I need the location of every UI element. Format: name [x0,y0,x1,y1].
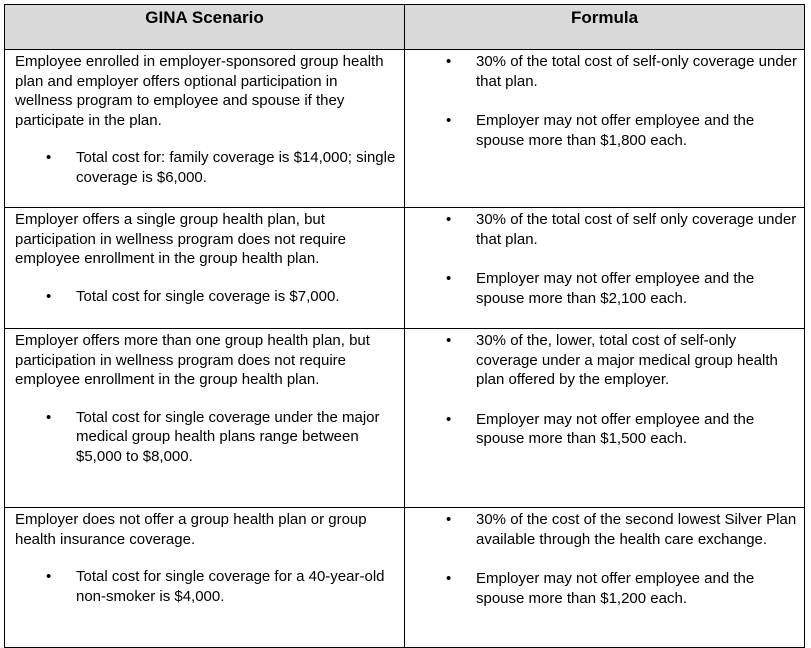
scenario-text: Employee enrolled in employer-sponsored … [15,53,384,129]
table-header-row: GINA Scenario Formula [4,4,805,50]
formula-cell: 30% of the cost of the second lowest Sil… [404,507,805,648]
scenario-text: Employer does not offer a group health p… [15,511,367,548]
table-row: Employer does not offer a group health p… [4,507,805,648]
formula-cell: 30% of the total cost of self-only cover… [404,49,805,208]
header-gina-scenario: GINA Scenario [4,4,405,50]
scenario-text: Employer offers more than one group heal… [15,332,370,388]
formula-bullet: 30% of the, lower, total cost of self-on… [415,331,798,390]
scenario-cell: Employee enrolled in employer-sponsored … [4,49,405,208]
gina-table-page: GINA Scenario Formula Employee enrolled … [4,4,805,648]
formula-bullet: Employer may not offer employee and the … [415,569,798,608]
formula-cell: 30% of the total cost of self only cover… [404,207,805,329]
gina-scenario-table: GINA Scenario Formula Employee enrolled … [4,4,805,648]
formula-cell: 30% of the, lower, total cost of self-on… [404,328,805,508]
formula-bullet: 30% of the total cost of self only cover… [415,210,798,249]
table-row: Employer offers more than one group heal… [4,328,805,508]
formula-bullet: 30% of the cost of the second lowest Sil… [415,510,798,549]
header-formula: Formula [404,4,805,50]
scenario-bullet: Total cost for: family coverage is $14,0… [15,148,398,187]
table-row: Employer offers a single group health pl… [4,207,805,329]
scenario-cell: Employer offers more than one group heal… [4,328,405,508]
formula-bullet: Employer may not offer employee and the … [415,111,798,150]
formula-bullet: Employer may not offer employee and the … [415,410,798,449]
scenario-bullet: Total cost for single coverage is $7,000… [15,287,398,307]
scenario-cell: Employer offers a single group health pl… [4,207,405,329]
formula-bullet: 30% of the total cost of self-only cover… [415,52,798,91]
formula-bullet: Employer may not offer employee and the … [415,269,798,308]
table-row: Employee enrolled in employer-sponsored … [4,49,805,208]
scenario-bullet: Total cost for single coverage for a 40-… [15,567,398,606]
scenario-bullet: Total cost for single coverage under the… [15,408,398,467]
scenario-cell: Employer does not offer a group health p… [4,507,405,648]
scenario-text: Employer offers a single group health pl… [15,211,347,267]
